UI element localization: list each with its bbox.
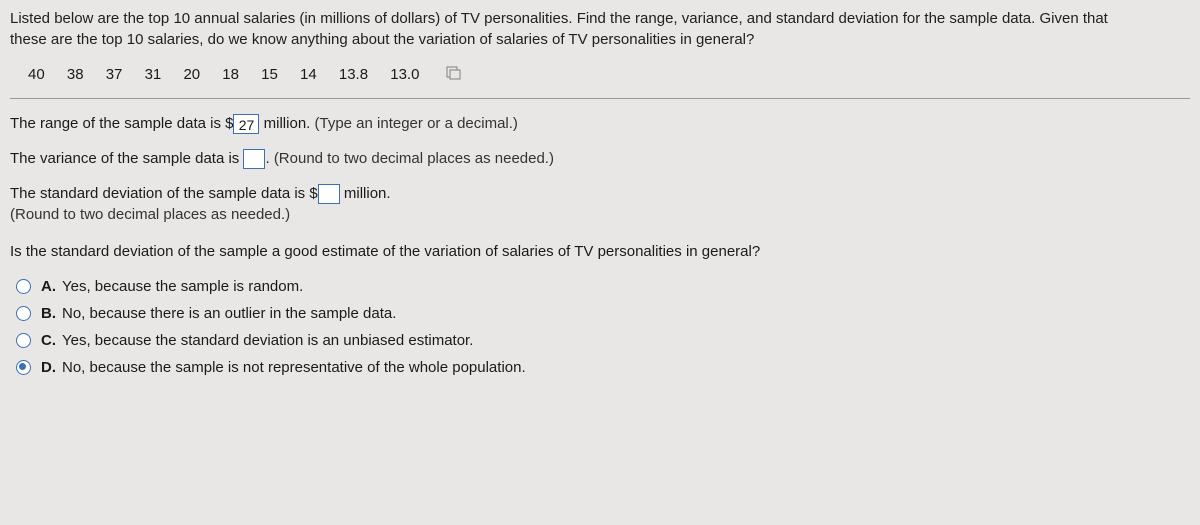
range-pre: The range of the sample data is $ bbox=[10, 115, 233, 132]
option-row-c[interactable]: C. Yes, because the standard deviation i… bbox=[16, 330, 1190, 351]
data-value: 40 bbox=[28, 66, 45, 83]
prompt-line-2: these are the top 10 salaries, do we kno… bbox=[10, 31, 754, 48]
range-line: The range of the sample data is $27 mill… bbox=[10, 113, 1190, 134]
mc-question-text: Is the standard deviation of the sample … bbox=[10, 241, 1190, 262]
sd-hint: (Round to two decimal places as needed.) bbox=[10, 206, 290, 223]
data-value: 15 bbox=[261, 66, 278, 83]
data-value: 31 bbox=[145, 66, 162, 83]
variance-line: The variance of the sample data is . (Ro… bbox=[10, 148, 1190, 169]
sd-pre: The standard deviation of the sample dat… bbox=[10, 185, 318, 202]
option-text: Yes, because the sample is random. bbox=[62, 276, 303, 297]
data-value: 13.0 bbox=[390, 66, 419, 83]
radio-c[interactable] bbox=[16, 333, 31, 348]
copy-data-icon[interactable] bbox=[446, 65, 462, 86]
range-input[interactable]: 27 bbox=[233, 114, 259, 134]
data-value: 37 bbox=[106, 66, 123, 83]
variance-hint: (Round to two decimal places as needed.) bbox=[274, 150, 554, 167]
option-text: Yes, because the standard deviation is a… bbox=[62, 330, 473, 351]
option-letter: D. bbox=[41, 357, 56, 378]
data-value: 20 bbox=[183, 66, 200, 83]
option-row-a[interactable]: A. Yes, because the sample is random. bbox=[16, 276, 1190, 297]
question-text: Listed below are the top 10 annual salar… bbox=[10, 8, 1190, 50]
radio-b[interactable] bbox=[16, 306, 31, 321]
option-row-d[interactable]: D. No, because the sample is not represe… bbox=[16, 357, 1190, 378]
option-text: No, because the sample is not representa… bbox=[62, 357, 526, 378]
option-letter: A. bbox=[41, 276, 56, 297]
range-hint: (Type an integer or a decimal.) bbox=[315, 115, 518, 132]
sd-input[interactable] bbox=[318, 184, 340, 204]
sd-line: The standard deviation of the sample dat… bbox=[10, 183, 1190, 225]
option-letter: C. bbox=[41, 330, 56, 351]
radio-a[interactable] bbox=[16, 279, 31, 294]
data-value: 38 bbox=[67, 66, 84, 83]
variance-post: . bbox=[265, 150, 273, 167]
sd-post: million. bbox=[340, 185, 391, 202]
option-text: No, because there is an outlier in the s… bbox=[62, 303, 396, 324]
variance-input[interactable] bbox=[243, 149, 265, 169]
option-row-b[interactable]: B. No, because there is an outlier in th… bbox=[16, 303, 1190, 324]
data-value: 18 bbox=[222, 66, 239, 83]
variance-pre: The variance of the sample data is bbox=[10, 150, 243, 167]
option-letter: B. bbox=[41, 303, 56, 324]
prompt-line-1: Listed below are the top 10 annual salar… bbox=[10, 10, 1108, 27]
range-post: million. bbox=[259, 115, 314, 132]
data-values-row: 40 38 37 31 20 18 15 14 13.8 13.0 bbox=[10, 60, 1190, 99]
data-value: 13.8 bbox=[339, 66, 368, 83]
options-group: A. Yes, because the sample is random. B.… bbox=[10, 276, 1190, 378]
radio-d[interactable] bbox=[16, 360, 31, 375]
data-value: 14 bbox=[300, 66, 317, 83]
